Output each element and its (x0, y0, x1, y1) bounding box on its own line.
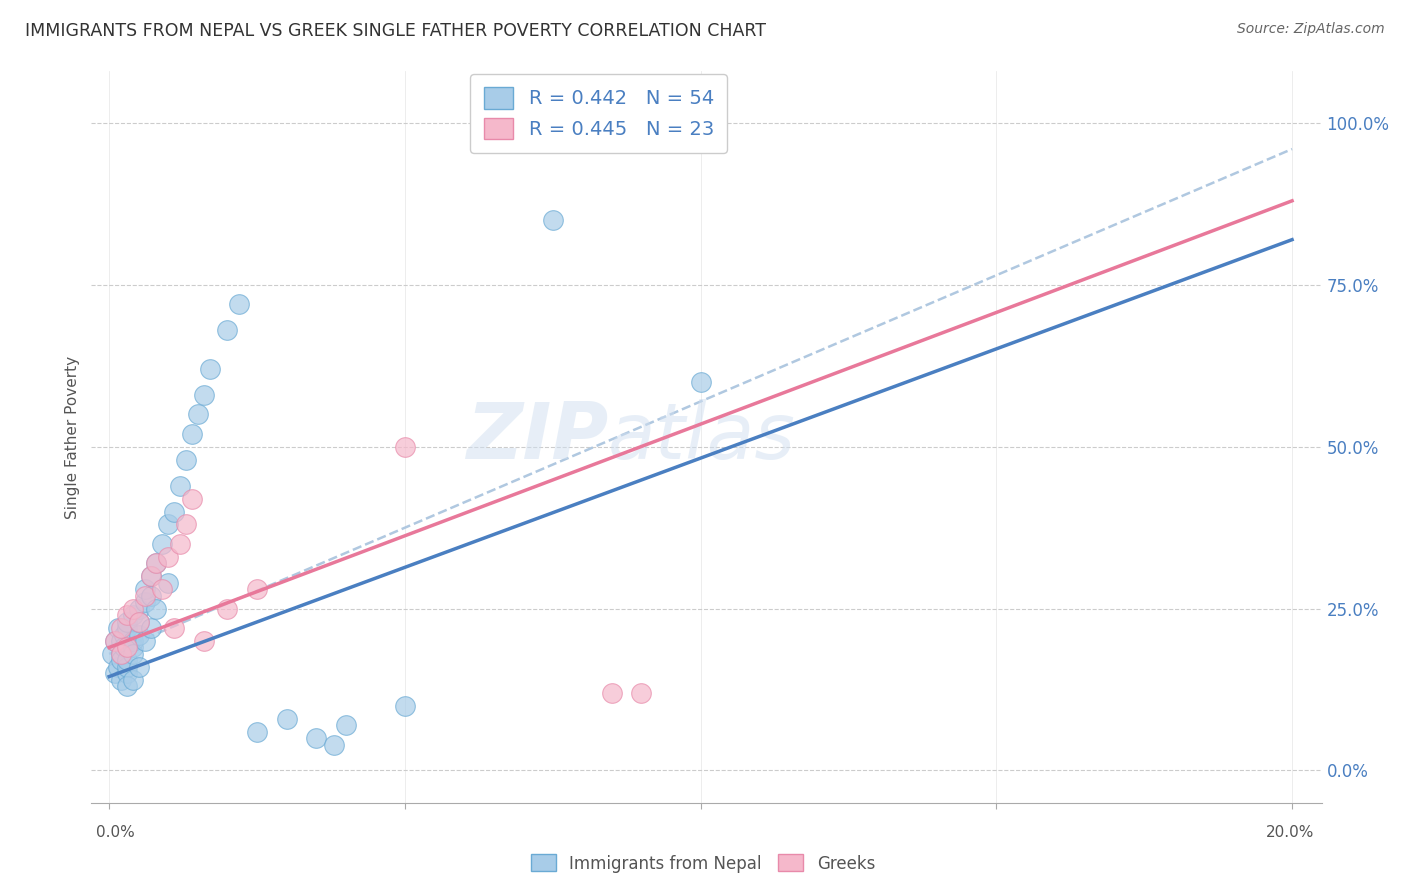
Point (139, 621, 162, 635)
Text: atlas: atlas (607, 399, 796, 475)
Point (150, 537, 173, 551)
Point (115, 666, 138, 681)
Point (150, 582, 173, 597)
Point (174, 517, 197, 532)
Point (217, 323, 239, 337)
Point (187, 408, 209, 422)
Point (181, 491, 204, 506)
Point (157, 575, 180, 590)
Point (104, 666, 127, 681)
Point (335, 718, 357, 732)
Point (630, 686, 652, 700)
Point (394, 440, 416, 454)
Point (181, 426, 204, 441)
Point (115, 621, 138, 635)
Point (104, 634, 127, 648)
Point (104, 634, 127, 648)
Point (163, 621, 186, 635)
Point (139, 589, 162, 603)
Point (101, 647, 124, 661)
Point (541, 213, 564, 227)
Text: IMMIGRANTS FROM NEPAL VS GREEK SINGLE FATHER POVERTY CORRELATION CHART: IMMIGRANTS FROM NEPAL VS GREEK SINGLE FA… (25, 22, 766, 40)
Point (134, 589, 156, 603)
Point (145, 601, 167, 615)
Point (110, 673, 132, 687)
Point (394, 698, 416, 713)
Point (169, 537, 191, 551)
Point (121, 608, 143, 623)
Point (115, 608, 138, 623)
Point (157, 549, 180, 564)
Point (217, 601, 239, 615)
Point (193, 388, 215, 402)
Point (246, 582, 269, 597)
Text: 0.0%: 0.0% (96, 825, 135, 840)
Point (115, 640, 138, 655)
Point (174, 452, 197, 467)
Point (322, 738, 344, 752)
Point (228, 297, 250, 311)
Point (121, 673, 143, 687)
Point (128, 615, 150, 629)
Point (134, 634, 156, 648)
Point (115, 653, 138, 667)
Point (276, 712, 298, 726)
Point (107, 621, 129, 635)
Point (157, 517, 180, 532)
Point (193, 634, 215, 648)
Point (169, 478, 191, 492)
Legend: Immigrants from Nepal, Greeks: Immigrants from Nepal, Greeks (524, 847, 882, 880)
Point (139, 569, 162, 583)
Point (112, 627, 135, 641)
Point (600, 686, 623, 700)
Point (121, 640, 143, 655)
Point (305, 731, 328, 745)
Point (110, 634, 132, 648)
Point (110, 653, 132, 667)
Point (689, 375, 711, 389)
Point (163, 504, 186, 518)
Point (128, 627, 150, 641)
Y-axis label: Single Father Poverty: Single Father Poverty (65, 356, 80, 518)
Point (107, 660, 129, 674)
Point (110, 621, 132, 635)
Point (128, 615, 150, 629)
Point (115, 679, 138, 693)
Point (128, 601, 150, 615)
Point (115, 660, 138, 674)
Point (571, 116, 593, 130)
Point (246, 724, 269, 739)
Point (110, 647, 132, 661)
Text: 20.0%: 20.0% (1267, 825, 1315, 840)
Point (128, 660, 150, 674)
Point (145, 557, 167, 571)
Point (121, 601, 143, 615)
Point (121, 634, 143, 648)
Legend: R = 0.442   N = 54, R = 0.445   N = 23: R = 0.442 N = 54, R = 0.445 N = 23 (470, 74, 727, 153)
Point (115, 615, 138, 629)
Point (145, 557, 167, 571)
Point (139, 569, 162, 583)
Point (121, 647, 143, 661)
Point (134, 595, 156, 609)
Text: ZIP: ZIP (465, 399, 607, 475)
Text: Source: ZipAtlas.com: Source: ZipAtlas.com (1237, 22, 1385, 37)
Point (198, 362, 221, 376)
Point (134, 582, 156, 597)
Point (110, 647, 132, 661)
Point (112, 640, 135, 655)
